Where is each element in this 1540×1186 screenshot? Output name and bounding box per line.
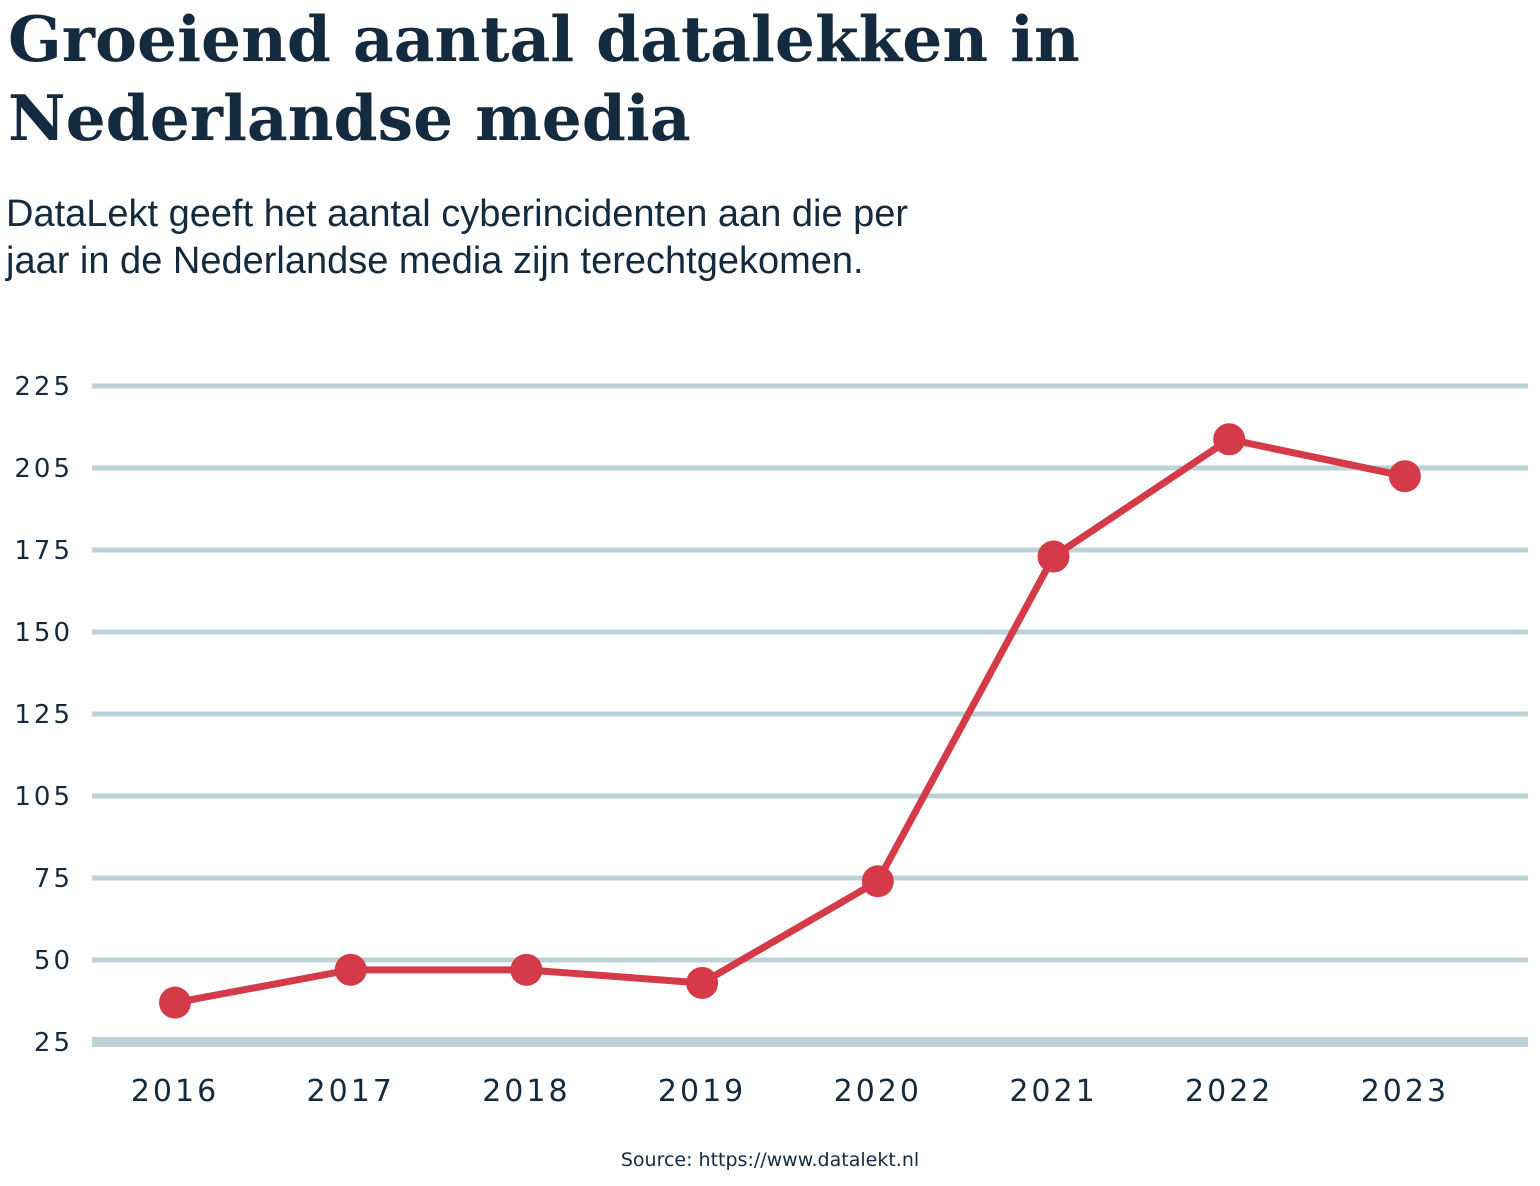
- source-caption: Source: https://www.datalekt.nl: [620, 1149, 920, 1171]
- x-tick-label: 2019: [658, 1074, 746, 1109]
- x-tick-label: 2018: [482, 1074, 570, 1109]
- data-point-2023: [1388, 460, 1421, 493]
- title-line-2: Nederlandse media: [8, 81, 691, 155]
- x-tick-label: 2020: [834, 1074, 922, 1109]
- x-tick-label: 2023: [1361, 1074, 1449, 1109]
- y-tick-label: 205: [14, 454, 73, 484]
- page-title: Groeiend aantal datalekken in Nederlands…: [8, 0, 1080, 158]
- y-tick-label: 175: [14, 536, 73, 566]
- subtitle-line-2: jaar in de Nederlandse media zijn terech…: [6, 240, 864, 282]
- data-point-2022: [1213, 423, 1246, 456]
- y-tick-label: 105: [14, 782, 73, 812]
- y-tick-label: 50: [34, 946, 73, 976]
- data-point-2017: [334, 953, 367, 986]
- y-tick-label: 75: [34, 864, 73, 894]
- data-point-2018: [510, 953, 543, 986]
- trend-line: [171, 435, 1409, 1007]
- data-point-2020: [861, 865, 894, 898]
- y-tick-label: 225: [14, 372, 73, 402]
- data-point-2016: [159, 986, 191, 1019]
- x-tick-label: 2021: [1009, 1074, 1097, 1109]
- x-tick-label: 2016: [131, 1074, 219, 1109]
- y-tick-label: 150: [14, 618, 73, 648]
- chart-subtitle: DataLekt geeft het aantal cyberincidente…: [6, 191, 908, 285]
- y-tick-label: 125: [14, 700, 73, 730]
- x-tick-label: 2017: [307, 1074, 395, 1109]
- subtitle-line-1: DataLekt geeft het aantal cyberincidente…: [6, 193, 909, 235]
- data-point-2021: [1037, 540, 1070, 573]
- x-tick-label: 2022: [1185, 1074, 1273, 1109]
- data-point-2019: [686, 966, 719, 999]
- y-tick-label: 25: [34, 1028, 73, 1058]
- title-line-1: Groeiend aantal datalekken in: [8, 2, 1080, 76]
